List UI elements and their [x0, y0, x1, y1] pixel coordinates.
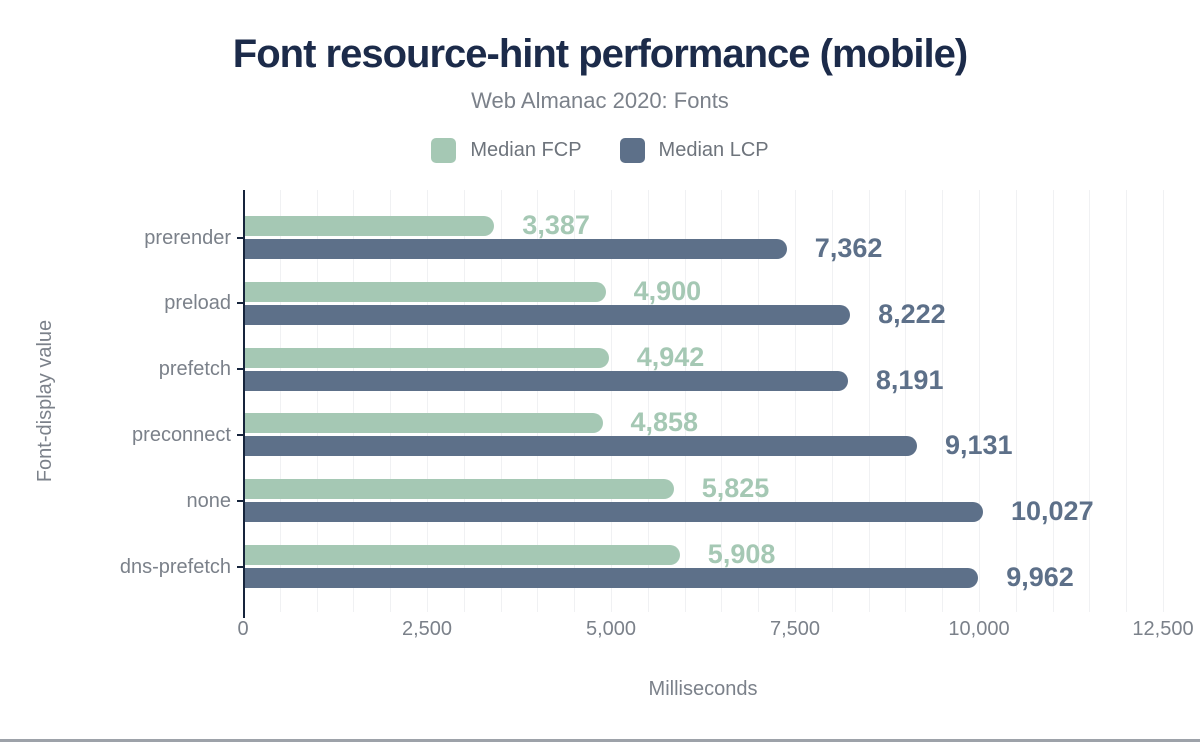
x-tick-label-7,500: 7,500	[769, 618, 821, 640]
gridline	[721, 190, 723, 612]
y-axis-title: Font-display value	[34, 319, 56, 483]
value-label-median-fcp-prefetch: 4,942	[636, 341, 705, 372]
gridline	[1163, 190, 1164, 612]
gridline	[279, 190, 281, 612]
x-axis-title: Milliseconds	[648, 678, 758, 700]
bar-median-lcp-preconnect	[245, 436, 917, 457]
gridline	[942, 190, 944, 612]
legend: Median FCP Median LCP	[0, 138, 1200, 163]
gridline	[1126, 190, 1128, 612]
value-label-median-fcp-preconnect: 4,858	[630, 407, 699, 438]
gridline	[795, 190, 796, 612]
category-tick	[237, 236, 243, 239]
category-label-prerender: prerender	[144, 226, 231, 249]
gridline	[905, 190, 907, 612]
value-label-median-lcp-none: 10,027	[1011, 496, 1094, 527]
x-tick-label-10,000: 10,000	[948, 618, 1010, 640]
gridline	[611, 190, 612, 612]
legend-item-median-fcp: Median FCP	[431, 138, 582, 163]
gridline	[1015, 190, 1017, 612]
x-tick-label-0: 0	[237, 618, 249, 640]
bar-median-fcp-none	[245, 479, 674, 500]
legend-swatch-lcp-icon	[619, 138, 645, 163]
value-label-median-fcp-preload: 4,900	[633, 275, 702, 306]
value-label-median-lcp-preconnect: 9,131	[945, 430, 1013, 461]
gridline	[868, 190, 870, 612]
legend-swatch-fcp-icon	[431, 138, 457, 163]
gridline	[1052, 190, 1054, 612]
gridline	[353, 190, 355, 612]
legend-item-median-lcp: Median LCP	[619, 138, 769, 163]
bar-median-lcp-prerender	[245, 239, 787, 259]
gridline	[390, 190, 392, 612]
bar-median-fcp-prefetch	[245, 347, 609, 368]
category-label-preload: preload	[164, 292, 231, 315]
category-tick	[237, 433, 243, 436]
category-label-preconnect: preconnect	[132, 423, 231, 446]
category-label-dns-prefetch: dns-prefetch	[119, 555, 231, 578]
gridline	[831, 190, 833, 612]
y-axis-line	[243, 190, 245, 618]
value-label-median-fcp-none: 5,825	[701, 473, 770, 504]
bar-median-fcp-preconnect	[245, 413, 603, 434]
gridline	[574, 190, 576, 612]
x-tick-label-12,500: 12,500	[1132, 618, 1194, 640]
category-label-none: none	[186, 489, 232, 512]
x-tick-label-2,500: 2,500	[401, 618, 453, 640]
gridline	[316, 190, 318, 612]
bar-median-lcp-dns-prefetch	[245, 568, 979, 588]
chart-title: Font resource-hint performance (mobile)	[232, 32, 968, 76]
legend-label-median-fcp: Median FCP	[470, 139, 582, 161]
gridline	[500, 190, 502, 612]
category-label-prefetch: prefetch	[158, 358, 231, 381]
gridline	[758, 190, 760, 612]
bar-median-lcp-none	[245, 502, 983, 523]
value-label-median-lcp-dns-prefetch: 9,962	[1006, 562, 1074, 592]
category-tick	[237, 565, 243, 568]
gridline	[979, 190, 980, 612]
gridline	[647, 190, 649, 612]
plot-area: 3,387 7,362 4,900 8,222 4,942 8,191 4,858 9,131…	[237, 190, 1164, 618]
gridline	[463, 190, 465, 612]
category-tick	[237, 302, 243, 305]
gridline	[684, 190, 686, 612]
value-label-median-lcp-preload: 8,222	[878, 298, 946, 329]
category-tick	[237, 499, 243, 502]
legend-label-median-lcp: Median LCP	[658, 139, 769, 161]
bar-median-fcp-prerender	[245, 216, 495, 236]
gridline	[1089, 190, 1091, 612]
value-label-median-lcp-prefetch: 8,191	[875, 364, 944, 395]
bar-median-fcp-dns-prefetch	[245, 545, 680, 565]
gridline	[427, 190, 428, 612]
x-tick-label-5,000: 5,000	[585, 618, 637, 640]
bar-median-lcp-preload	[245, 304, 851, 325]
window-bottom-border	[0, 739, 1200, 742]
value-label-median-lcp-prerender: 7,362	[814, 233, 883, 263]
bar-median-lcp-prefetch	[245, 370, 848, 391]
value-label-median-fcp-dns-prefetch: 5,908	[707, 539, 776, 569]
gridline	[537, 190, 539, 612]
bar-median-fcp-preload	[245, 281, 606, 302]
chart-subtitle: Web Almanac 2020: Fonts	[471, 88, 729, 113]
value-label-median-fcp-prerender: 3,387	[522, 210, 590, 240]
category-tick	[237, 368, 243, 371]
